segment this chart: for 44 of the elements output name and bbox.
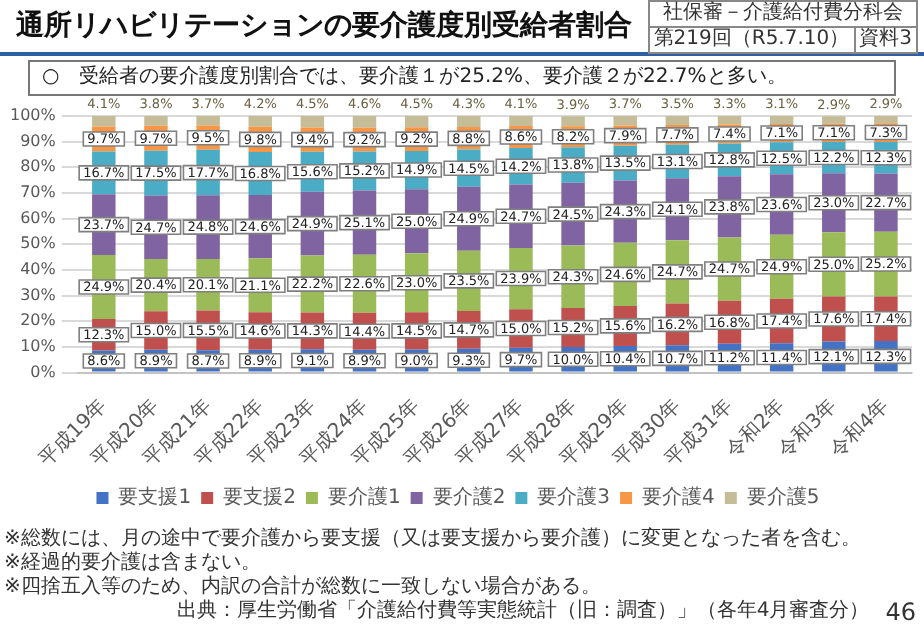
bar [92,116,116,127]
legend-label: 要支援1 [118,485,192,510]
y-tick-label: 70% [20,183,57,202]
legend-label: 要支援2 [223,485,296,510]
bar [509,116,533,127]
chart-subtitle: ○ 受給者の要介護度別割合では、要介護１が25.2%、要介護２が22.7%と多い。 [28,60,896,96]
y-tick-label: 100% [9,106,57,125]
y-tick-label: 80% [20,157,57,176]
legend-label: 要介護5 [746,485,820,510]
bar [874,116,898,124]
text: 資料3 [857,27,914,51]
bar [144,116,168,126]
legend-label: 要介護3 [537,485,611,510]
y-tick-label: 0% [30,362,57,381]
bar [665,116,690,125]
y-tick-label: 60% [20,208,57,227]
bar [822,116,846,124]
text: ※四捨五入等のため、内訳の合計が総数に一致しない場合がある。 [4,576,603,599]
legend-label: 要介護1 [327,485,401,510]
source-note: 出典：厚生労働省「介護給付費等実態統計（旧：調査）」（各年4月審査分） [176,600,870,624]
bar [717,116,742,125]
text: ※経過的要介護は含まない。 [4,552,263,575]
text: 第219回（R5.7.10） [649,27,856,51]
legend-label: 要介護4 [642,485,715,510]
y-tick-label: 20% [20,311,57,330]
y-tick-label: 90% [20,131,57,150]
chart-title: 通所リハビリテーションの要介護度別受給者割合 [13,8,634,44]
bar [561,116,585,127]
y-tick-label: 40% [20,260,57,279]
text: ※総数には、月の途中で要介護から要支援（又は要支援から要介護）に変更となった者を含む。 [4,528,863,551]
bar [769,116,794,124]
text: 社保審－介護給付費分科会 [649,1,916,27]
bar [300,116,325,128]
y-tick-label: 30% [20,285,57,304]
bar [404,116,429,128]
text: 46 [885,598,916,626]
bar [457,116,481,128]
y-tick-label: 50% [20,234,57,253]
bar [196,116,220,126]
bar [613,116,637,126]
y-tick-label: 10% [20,337,57,356]
legend-label: 要介護2 [432,485,506,510]
bar [248,116,272,127]
bar [352,116,377,128]
